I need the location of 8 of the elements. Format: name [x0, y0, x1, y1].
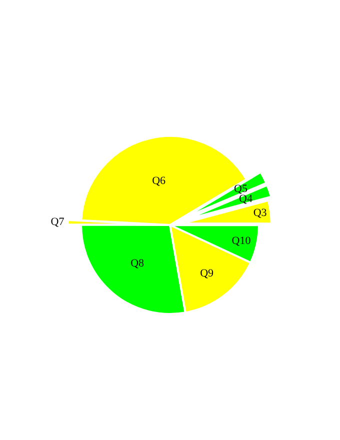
- slice-label: Q10: [232, 234, 252, 247]
- slice-label: Q7: [50, 216, 65, 228]
- slice-label: Q4: [239, 193, 253, 205]
- slice-label: Q5: [234, 183, 248, 195]
- slice-label: Q6: [152, 174, 166, 187]
- slice-label: Q3: [253, 207, 268, 220]
- slice-label: Q9: [200, 267, 214, 280]
- slice-label: Q8: [130, 258, 145, 270]
